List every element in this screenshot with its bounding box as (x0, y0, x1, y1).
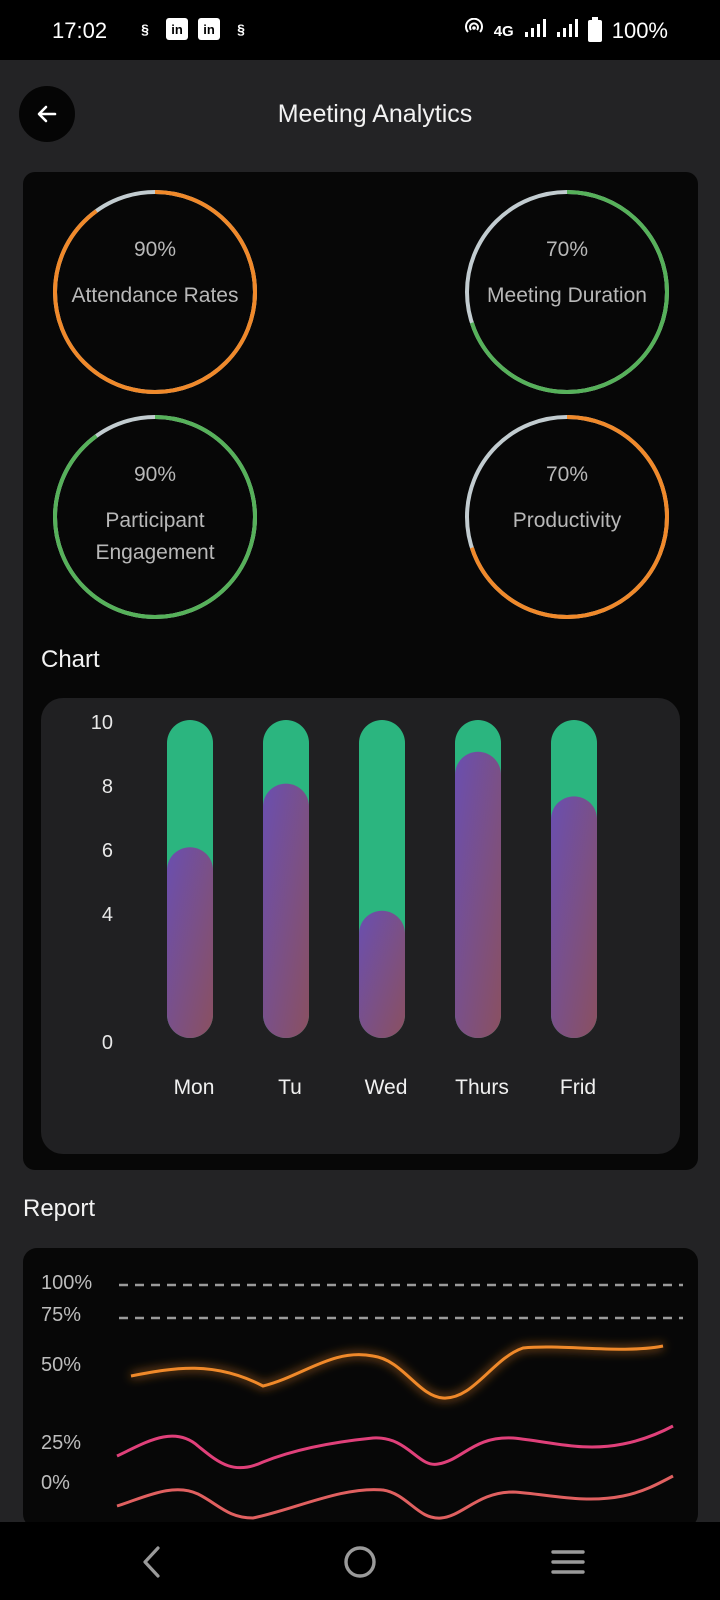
bar-value-wed (359, 910, 405, 1038)
battery-level: 100% (611, 18, 668, 43)
s-app-icon: § (237, 21, 245, 37)
report-section-title: Report (23, 1195, 96, 1222)
y-tick-label: 4 (101, 904, 113, 926)
report-y-label: 100% (41, 1272, 93, 1294)
ring-progress (53, 190, 257, 394)
menu-nav-icon (551, 1550, 585, 1574)
arrow-left-icon (37, 105, 57, 123)
home-nav-icon (344, 1546, 376, 1578)
report-chart (116, 1283, 683, 1520)
page-title: Meeting Analytics (277, 100, 473, 128)
bar-value-mon (167, 847, 213, 1038)
y-tick-label: 0 (101, 1032, 113, 1054)
linkedin-icon: in (198, 18, 220, 40)
status-time: 17:02 (52, 18, 108, 43)
app-header: Meeting Analytics (0, 60, 720, 170)
stat-ring-engagement: 90% Participant Engagement (51, 413, 259, 621)
network-type: 4G (493, 22, 514, 40)
nav-menu-button[interactable] (538, 1540, 598, 1584)
report-card: 100% 75% 50% 25% 0% (23, 1248, 698, 1528)
back-button[interactable] (19, 86, 75, 142)
y-tick-label: 10 (90, 712, 113, 734)
x-tick-label: Tu (278, 1076, 302, 1099)
notification-icons: § in in § (134, 18, 252, 40)
stat-value: 90% (133, 238, 177, 261)
nav-back-button[interactable] (122, 1540, 182, 1584)
report-line-pink (116, 1424, 674, 1470)
x-tick-label: Mon (173, 1076, 215, 1099)
bar-value-frid (551, 796, 597, 1038)
stat-label: Attendance Rates (71, 284, 239, 307)
report-y-label: 75% (41, 1304, 82, 1326)
chart-section-title: Chart (41, 646, 100, 673)
ring-progress (465, 190, 669, 394)
report-y-label: 0% (41, 1472, 70, 1494)
s-app-icon: § (141, 21, 149, 37)
ring-progress (53, 415, 257, 619)
bar-chart: 10 8 6 4 0 Mon Tu Wed Thurs Frid (41, 698, 680, 1154)
status-right: 4G 100% (464, 17, 668, 44)
x-tick-label: Thurs (455, 1076, 509, 1099)
y-tick-label: 8 (101, 776, 113, 798)
stat-label: Participant Engagement (95, 509, 215, 564)
stat-label: Meeting Duration (487, 284, 647, 307)
bar-chart-svg (167, 720, 597, 1038)
report-line-red (116, 1474, 674, 1520)
signal-icon (556, 18, 578, 44)
stat-value: 70% (545, 463, 589, 486)
system-nav-bar (0, 1522, 720, 1600)
bar-value-tu (263, 783, 309, 1038)
report-y-label: 50% (41, 1354, 82, 1376)
status-bar: 17:02 § in in § 4G 100% (0, 0, 720, 60)
report-line-orange (130, 1344, 664, 1400)
report-y-label: 25% (41, 1432, 82, 1454)
x-tick-label: Wed (364, 1076, 408, 1099)
bar-value-thurs (455, 751, 501, 1038)
stat-value: 70% (545, 238, 589, 261)
battery-icon (587, 17, 602, 42)
hotspot-icon (464, 17, 484, 44)
stat-ring-attendance: 90% Attendance Rates (51, 188, 259, 396)
y-tick-label: 6 (101, 840, 113, 862)
signal-icon (524, 18, 546, 44)
stat-label: Productivity (512, 509, 622, 532)
stat-value: 90% (133, 463, 177, 486)
ring-progress (465, 415, 669, 619)
nav-home-button[interactable] (330, 1540, 390, 1584)
stat-ring-productivity: 70% Productivity (463, 413, 671, 621)
x-tick-label: Frid (559, 1076, 597, 1099)
back-nav-icon (143, 1546, 160, 1578)
linkedin-icon: in (166, 18, 188, 40)
stat-ring-duration: 70% Meeting Duration (463, 188, 671, 396)
